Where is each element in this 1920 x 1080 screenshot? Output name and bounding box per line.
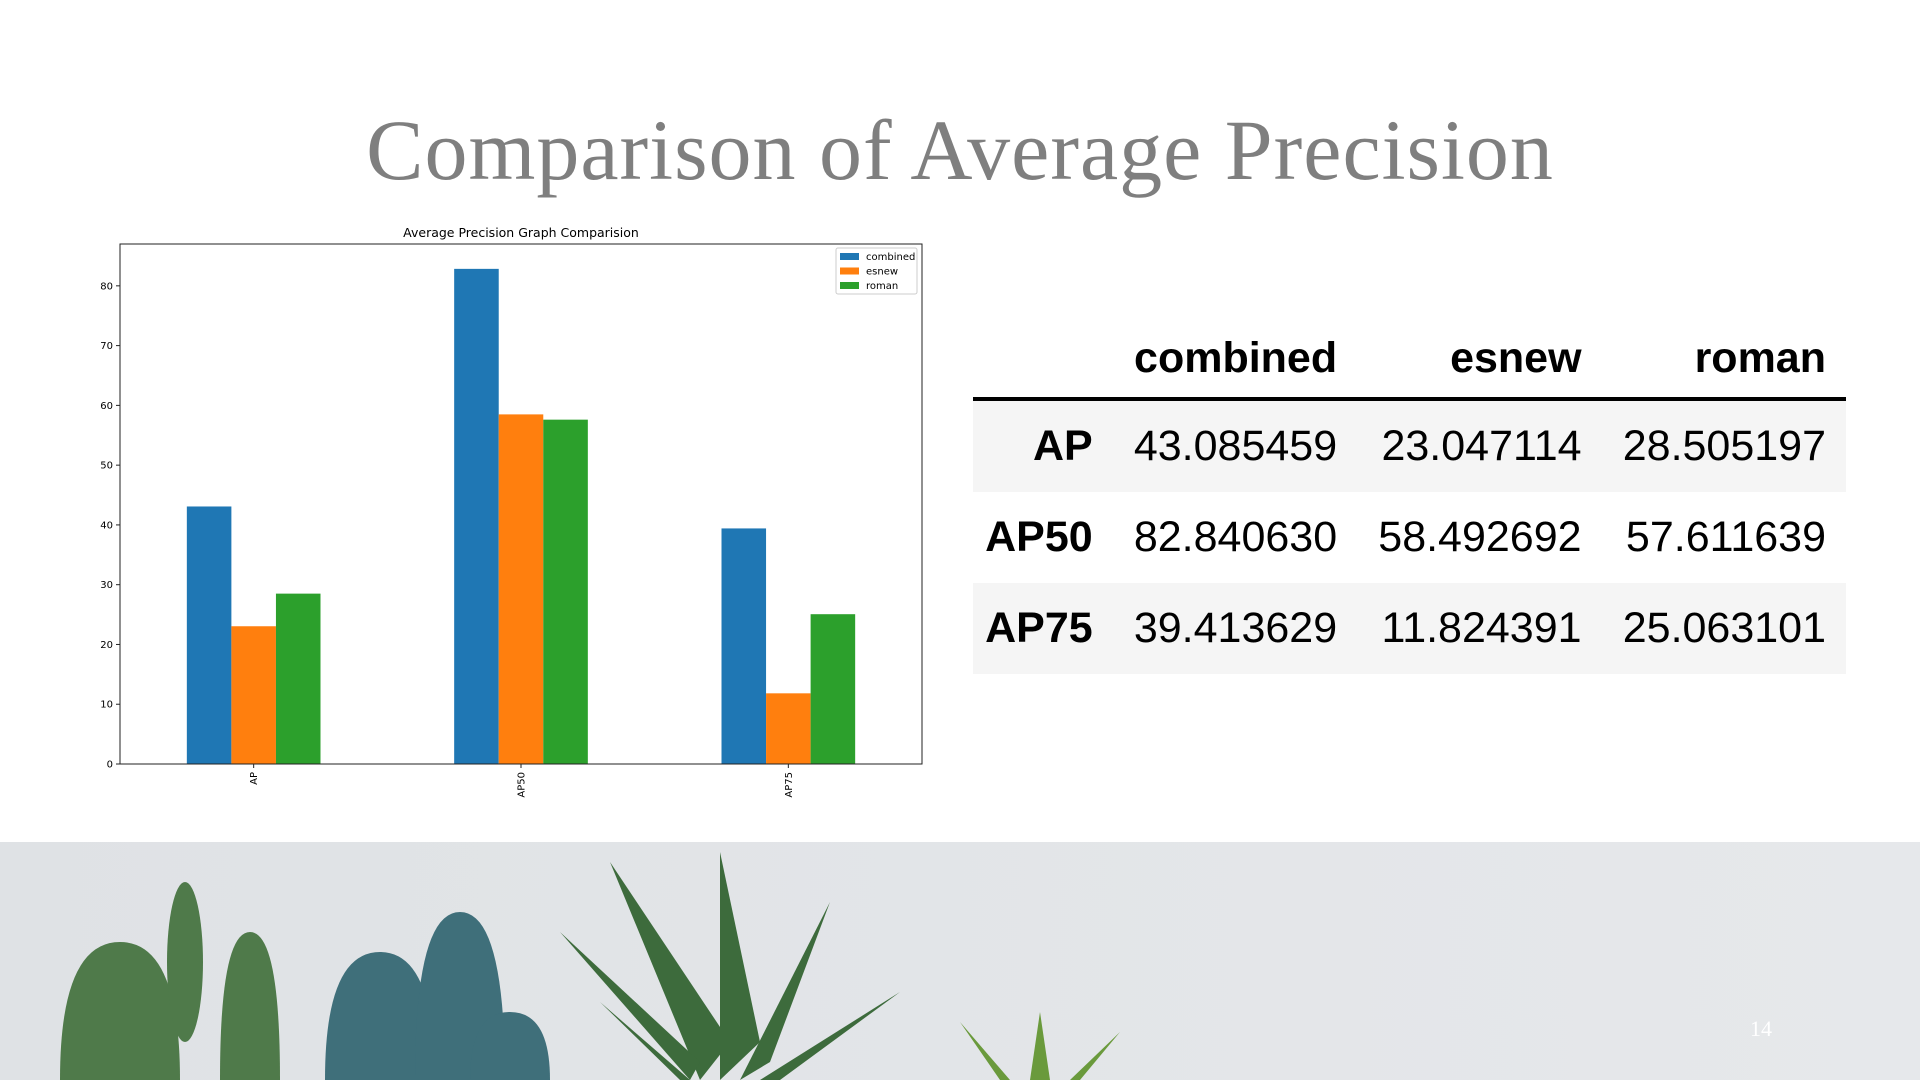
cell: 28.505197 <box>1622 422 1826 470</box>
cell: 23.047114 <box>1381 422 1582 470</box>
header-combined: combined <box>1134 334 1338 382</box>
y-tick-label: 0 <box>107 760 113 771</box>
chart-title: Average Precision Graph Comparision <box>403 225 639 240</box>
bar-roman-AP <box>275 593 321 764</box>
y-tick-label: 20 <box>100 640 113 651</box>
row-label: AP50 <box>985 513 1093 561</box>
bar-combined-AP50 <box>454 268 499 764</box>
legend-swatch-combined <box>840 253 859 260</box>
x-tick-label: AP75 <box>784 772 795 798</box>
legend: combined esnew roman <box>835 247 918 295</box>
legend-swatch-esnew <box>840 267 859 275</box>
page-number: 14 <box>1750 1016 1772 1041</box>
y-tick-label: 10 <box>100 700 113 711</box>
legend-label: combined <box>866 252 915 263</box>
bar-chart: Average Precision Graph Comparision 0 10 2… <box>100 225 923 798</box>
bar-esnew-AP50 <box>498 414 544 764</box>
results-table: combined esnew roman AP 43.085459 23.047… <box>973 320 1846 674</box>
table-row: AP75 39.413629 11.824391 25.063101 <box>973 583 1846 674</box>
header-index <box>973 320 1113 399</box>
legend-swatch-roman <box>840 282 859 289</box>
header-esnew: esnew <box>1450 334 1582 382</box>
row-label: AP <box>1032 422 1093 470</box>
y-tick-label: 40 <box>100 520 113 531</box>
table-header-row: combined esnew roman <box>973 320 1846 399</box>
cell: 11.824391 <box>1381 604 1582 652</box>
table-row: AP 43.085459 23.047114 28.505197 <box>973 399 1846 492</box>
cactus-photo <box>0 842 1920 1080</box>
plot-frame <box>119 243 923 765</box>
cell: 57.611639 <box>1625 513 1826 561</box>
y-tick-label: 30 <box>100 580 113 591</box>
bar-roman-AP50 <box>543 419 588 764</box>
bar-esnew-AP <box>231 626 276 764</box>
y-tick-label: 70 <box>100 341 113 352</box>
cell: 58.492692 <box>1378 513 1582 561</box>
cell: 25.063101 <box>1622 604 1826 652</box>
row-label: AP75 <box>985 604 1093 652</box>
cell: 43.085459 <box>1133 422 1338 470</box>
x-tick-label: AP <box>249 772 260 785</box>
table-row: AP50 82.840630 58.492692 57.611639 <box>973 492 1846 583</box>
bar-combined-AP75 <box>721 528 767 764</box>
bar-esnew-AP75 <box>766 693 811 764</box>
legend-label: roman <box>866 281 898 292</box>
legend-label: esnew <box>866 267 898 278</box>
bar-roman-AP75 <box>810 614 856 764</box>
y-tick-label: 50 <box>100 461 113 472</box>
cell: 82.840630 <box>1133 513 1338 561</box>
cell: 39.413629 <box>1133 604 1338 652</box>
y-tick-label: 60 <box>100 401 113 412</box>
header-roman: roman <box>1694 334 1826 382</box>
y-tick-label: 80 <box>100 281 113 292</box>
slide-title: Comparison of Average Precision <box>366 102 1554 198</box>
bar-combined-AP <box>186 506 232 764</box>
x-tick-label: AP50 <box>517 772 528 798</box>
